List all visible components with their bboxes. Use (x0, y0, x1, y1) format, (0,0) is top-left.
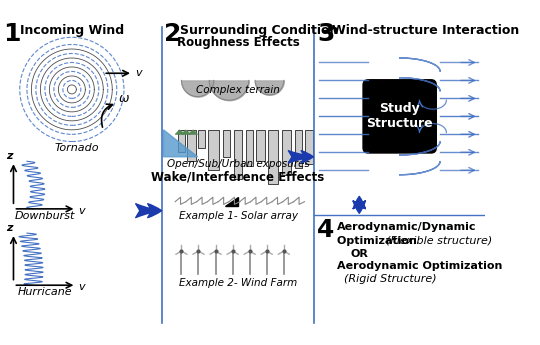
Text: 4: 4 (317, 218, 334, 242)
Text: Open/Sub/Urban exposures: Open/Sub/Urban exposures (166, 159, 309, 169)
Text: Incoming Wind: Incoming Wind (20, 24, 124, 37)
Polygon shape (188, 130, 198, 134)
Text: v: v (134, 68, 141, 78)
Text: z: z (6, 223, 12, 233)
Text: 1: 1 (3, 22, 20, 46)
Text: v: v (78, 282, 85, 292)
Text: 3: 3 (317, 22, 334, 46)
Text: Aerodynamic/Dynamic: Aerodynamic/Dynamic (337, 222, 476, 232)
Text: Aerodynamic Optimization: Aerodynamic Optimization (337, 261, 502, 271)
Text: Example 2- Wind Farm: Example 2- Wind Farm (179, 278, 297, 288)
Bar (187, 130, 196, 161)
Text: v: v (78, 206, 85, 216)
Text: z: z (6, 151, 12, 161)
Bar (208, 130, 219, 170)
Bar (282, 130, 291, 175)
Polygon shape (164, 130, 198, 157)
Text: OR: OR (350, 249, 368, 259)
Bar (198, 130, 205, 148)
Text: Optimization: Optimization (337, 236, 421, 246)
Bar (295, 130, 302, 168)
Bar (178, 130, 185, 152)
Bar (256, 130, 265, 161)
Text: ω: ω (119, 92, 129, 105)
Text: Downburst: Downburst (15, 211, 75, 221)
Polygon shape (175, 130, 184, 134)
Bar (246, 130, 253, 166)
Text: Surrounding Condition: Surrounding Condition (180, 24, 338, 37)
Bar (268, 130, 279, 184)
Text: Wake/Interference Effects: Wake/Interference Effects (151, 170, 325, 183)
Text: Roughness Effects: Roughness Effects (177, 36, 299, 49)
Text: (Rigid Structure): (Rigid Structure) (344, 274, 437, 284)
Bar (306, 130, 313, 164)
Text: Complex terrain: Complex terrain (196, 85, 280, 95)
Text: Wind-structure Interaction: Wind-structure Interaction (332, 24, 519, 37)
Text: Tornado: Tornado (54, 143, 99, 153)
Polygon shape (181, 130, 191, 134)
Polygon shape (225, 197, 238, 206)
Text: (Flexible structure): (Flexible structure) (386, 236, 492, 246)
Text: Example 1- Solar array: Example 1- Solar array (179, 211, 298, 221)
Text: Study
Structure: Study Structure (366, 102, 433, 130)
Text: Hurricane: Hurricane (18, 287, 72, 297)
Bar (222, 130, 230, 157)
Bar (233, 130, 242, 179)
Text: 2: 2 (164, 22, 182, 46)
FancyBboxPatch shape (364, 80, 436, 152)
